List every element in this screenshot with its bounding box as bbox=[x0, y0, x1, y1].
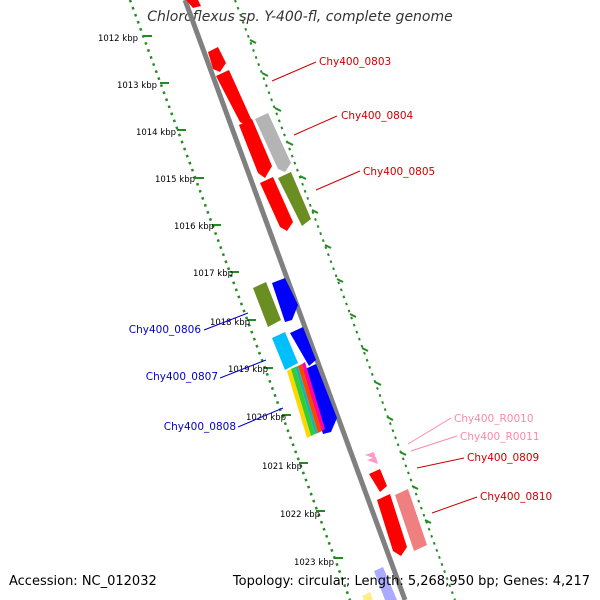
genome-title: Chloroflexus sp. Y-400-fl, complete geno… bbox=[147, 9, 453, 25]
ruler-ticks bbox=[143, 35, 343, 559]
gene-blue-a bbox=[272, 278, 298, 322]
ruler-label: 1018 kbp bbox=[210, 318, 250, 328]
gene-olive-a bbox=[278, 172, 311, 226]
gene-label-lines bbox=[203, 61, 478, 514]
ruler-label: 1016 kbp bbox=[174, 222, 214, 232]
genome-summary-text: Topology: circular; Length: 5,268,950 bp… bbox=[232, 574, 590, 589]
gene-label-0808[interactable]: Chy400_0808 bbox=[164, 421, 236, 433]
ruler-label: 1013 kbp bbox=[117, 81, 157, 91]
gene-red-e bbox=[377, 494, 407, 556]
gene-stripe-green bbox=[291, 367, 315, 436]
gene-partial-bottom-blue bbox=[374, 567, 397, 600]
gene-label-0805[interactable]: Chy400_0805 bbox=[363, 166, 435, 178]
gene-red-a bbox=[216, 70, 252, 125]
ruler-label: 1019 kbp bbox=[228, 365, 268, 375]
gene-red-b bbox=[239, 119, 272, 178]
gene-olive-b bbox=[253, 282, 281, 327]
rna-pink-a bbox=[365, 452, 376, 459]
gene-stripe-red bbox=[298, 364, 322, 433]
ruler-label: 1022 kbp bbox=[280, 510, 320, 520]
gene-cyan bbox=[272, 332, 298, 370]
gene-small-red bbox=[208, 47, 226, 72]
gene-label-0804[interactable]: Chy400_0804 bbox=[341, 110, 414, 122]
ruler-label: 1023 kbp bbox=[294, 558, 334, 568]
ruler-label: 1014 kbp bbox=[136, 128, 176, 138]
ruler-label: 1012 kbp bbox=[98, 34, 138, 44]
gene-stripe-yellow bbox=[287, 369, 311, 438]
gene-blue-b bbox=[290, 327, 316, 366]
rna-pink-b bbox=[367, 457, 378, 464]
gene-label-0803[interactable]: Chy400_0803 bbox=[319, 56, 391, 68]
gene-partial-bottom-yellow bbox=[362, 592, 373, 600]
accession-text: Accession: NC_012032 bbox=[9, 574, 157, 589]
gene-gray bbox=[255, 113, 291, 172]
inner-ruler-right bbox=[234, 0, 456, 600]
gene-red-c bbox=[260, 177, 293, 231]
gene-red-d bbox=[369, 469, 387, 492]
gene-label-r0010[interactable]: Chy400_R0010 bbox=[454, 413, 534, 425]
gene-blue-c bbox=[303, 364, 337, 434]
gene-label-0810[interactable]: Chy400_0810 bbox=[480, 491, 552, 503]
ruler-label: 1021 kbp bbox=[262, 462, 302, 472]
inner-ruler-ticks bbox=[249, 39, 432, 524]
gene-partial-top bbox=[186, 0, 201, 8]
gene-pink bbox=[395, 489, 427, 551]
ruler-label: 1020 kbp bbox=[246, 413, 286, 423]
ruler-label: 1017 kbp bbox=[193, 269, 233, 279]
gene-label-0806[interactable]: Chy400_0806 bbox=[129, 324, 202, 336]
gene-label-0809[interactable]: Chy400_0809 bbox=[467, 452, 539, 464]
gene-stripe-teal bbox=[295, 366, 318, 434]
outer-ruler-left bbox=[128, 0, 352, 600]
gene-label-0807[interactable]: Chy400_0807 bbox=[146, 371, 218, 383]
gene-label-r0011[interactable]: Chy400_R0011 bbox=[460, 431, 540, 443]
gene-features bbox=[186, 0, 427, 600]
ruler-label: 1015 kbp bbox=[155, 175, 195, 185]
gene-stripe-magenta bbox=[302, 362, 325, 431]
